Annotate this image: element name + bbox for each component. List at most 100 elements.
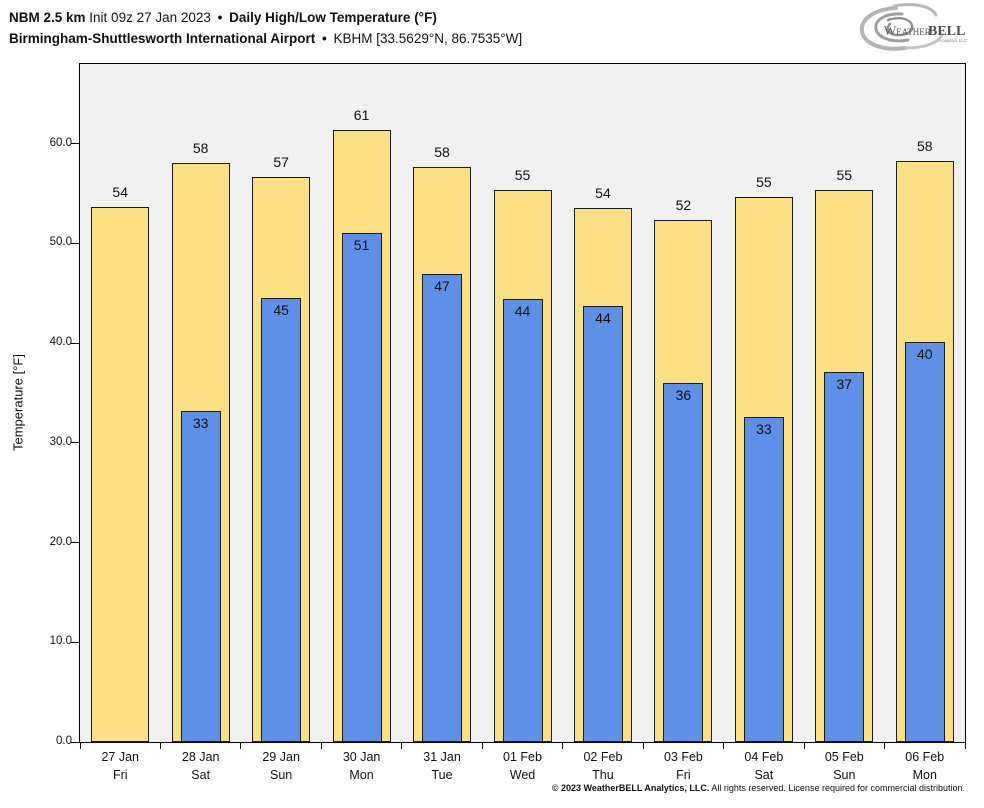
x-axis-weekday: Wed [509,768,536,782]
x-axis-weekday: Sat [754,768,774,782]
x-axis-tick [642,742,644,749]
logo-text-weather: Weather [884,23,931,38]
y-axis-tick-label: 60.0 [49,136,72,149]
high-temp-bar [91,206,150,742]
y-axis-tick-label: 10.0 [49,635,72,648]
x-axis-date: 02 Feb [583,750,623,764]
low-temp-bar [663,383,704,742]
low-temp-bar [502,299,543,742]
x-axis-tick [320,742,322,749]
copyright-footer: © 2023 WeatherBELL Analytics, LLC. All r… [552,783,965,793]
x-axis-weekday: Fri [112,768,128,782]
hurricane-swirl-icon [859,3,944,51]
x-axis-label: 03 Feb Fri [638,748,728,784]
x-axis-weekday: Mon [349,768,374,782]
x-axis-date: 03 Feb [663,750,703,764]
x-axis-date: 05 Feb [824,750,864,764]
station-id-coords: KBHM [33.5629°N, 86.7535°W] [333,31,523,46]
low-temp-bar [824,372,865,742]
high-temp-value: 58 [434,143,450,160]
x-axis-tick [964,742,966,749]
y-axis-tick-label: 30.0 [49,435,72,448]
header-line1: NBM 2.5 km Init 09z 27 Jan 2023 • Daily … [9,7,522,28]
y-axis-tick-label: 40.0 [49,336,72,349]
high-temp-value: 55 [514,166,531,183]
x-axis-weekday: Tue [431,768,453,782]
x-axis-weekday: Sat [191,768,211,782]
x-axis-date: 28 Jan [181,750,220,764]
logo-subtext: Analytics LLC [939,38,968,43]
low-temp-bar [422,274,463,742]
x-axis-label: 29 Jan Sun [236,748,326,784]
x-axis-label: 31 Jan Tue [397,748,487,784]
x-axis-tick [481,742,483,749]
separator-dot: • [217,10,223,25]
copyright-regular: All rights reserved. License required fo… [709,783,965,793]
x-axis-weekday: Sun [833,768,856,782]
low-temp-value: 44 [514,303,531,320]
y-axis-tick [71,143,79,145]
x-axis-label: 30 Jan Mon [317,748,407,784]
x-axis-tick [723,742,725,749]
x-axis-tick [159,742,161,749]
x-axis-date: 06 Feb [905,750,945,764]
high-temp-value: 58 [916,137,933,154]
x-axis-tick [79,742,81,749]
low-temp-bar [743,416,784,742]
x-axis-label: 05 Feb Sun [799,748,889,784]
logo-text-bell: BELL [928,24,965,39]
x-axis-label: 27 Jan Fri [75,748,165,784]
model-name: NBM 2.5 km [9,10,86,25]
chart-header: NBM 2.5 km Init 09z 27 Jan 2023 • Daily … [9,7,522,49]
low-temp-value: 33 [756,420,772,437]
high-temp-value: 54 [595,184,611,201]
x-axis-date: 01 Feb [503,750,542,764]
low-temp-value: 44 [595,310,611,327]
x-axis-tick [803,742,805,749]
y-axis-tick-label: 20.0 [49,535,72,548]
high-temp-value: 58 [192,139,209,156]
init-time: Init 09z 27 Jan 2023 [89,10,211,25]
low-temp-value: 33 [192,414,209,431]
x-axis-weekday: Mon [912,768,937,782]
x-axis-date: 04 Feb [744,750,784,764]
x-axis-tick [884,742,886,749]
x-axis-weekday: Thu [592,768,614,782]
weatherbell-logo: Weather BELL Analytics LLC [859,3,968,51]
y-axis-tick [71,442,79,444]
high-temp-value: 55 [836,166,853,183]
low-temp-value: 51 [353,236,370,253]
high-temp-value: 54 [112,183,128,200]
x-axis-label: 01 Feb Wed [478,748,568,784]
low-temp-value: 36 [675,387,692,404]
y-axis-tick-label: 50.0 [49,236,72,249]
low-temp-value: 47 [434,278,450,295]
high-temp-value: 57 [273,153,289,170]
low-temp-value: 45 [273,302,289,319]
station-name: Birmingham-Shuttlesworth International A… [9,31,316,46]
x-axis-weekday: Fri [676,768,691,782]
copyright-bold: © 2023 WeatherBELL Analytics, LLC. [551,783,710,793]
low-temp-value: 37 [836,376,853,393]
x-axis-tick [240,742,242,749]
x-axis-label: 06 Feb Mon [880,748,970,784]
x-axis-date: 30 Jan [342,750,381,764]
x-axis-tick [562,742,564,749]
high-temp-value: 61 [353,106,370,123]
y-axis-tick [71,242,79,244]
y-axis-tick-label: 0.0 [56,735,72,747]
low-temp-bar [341,232,382,742]
x-axis-date: 29 Jan [262,750,300,764]
y-axis-tick [71,741,79,743]
x-axis-tick [401,742,403,749]
x-axis-label: 02 Feb Thu [558,748,648,784]
x-axis-label: 04 Feb Sat [719,748,809,784]
y-axis-tick [71,641,79,643]
x-axis-weekday: Sun [270,768,293,782]
x-axis-date: 31 Jan [423,750,461,764]
low-temp-bar [261,298,302,742]
high-temp-value: 52 [675,196,692,213]
low-temp-bar [904,342,945,742]
plot-area: 0.0 10.0 20.0 30.0 40.0 50.0 60.0 54 27 Jan Fri 58… [50,63,966,782]
